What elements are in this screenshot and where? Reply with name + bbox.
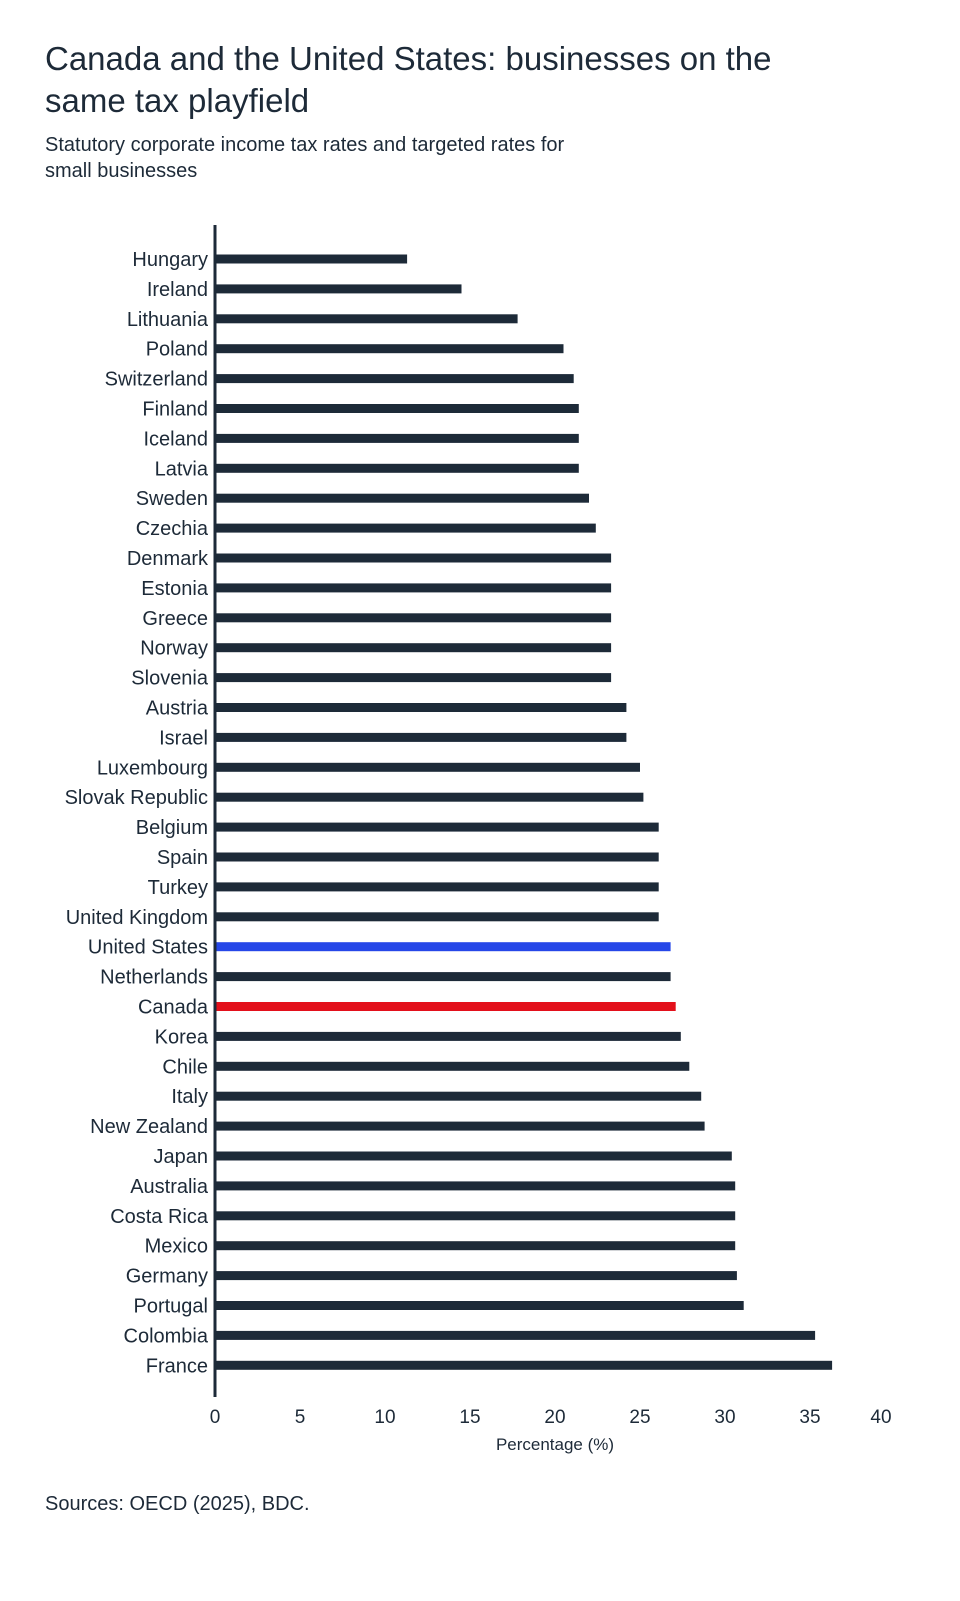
category-label: Greece (142, 608, 208, 630)
bar-czechia (215, 523, 596, 533)
category-label: Estonia (141, 578, 209, 600)
bar-mexico (215, 1241, 736, 1251)
category-label: Norway (140, 638, 208, 660)
x-tick-label: 40 (870, 1407, 891, 1428)
bar-spain (215, 852, 659, 862)
bar-switzerland (215, 374, 574, 384)
bar-japan (215, 1151, 732, 1161)
bar-finland (215, 404, 579, 413)
category-label: Sweden (136, 488, 208, 510)
bar-greece (215, 613, 612, 623)
category-label: Slovenia (131, 668, 209, 690)
bar-turkey (215, 882, 659, 892)
category-label: Denmark (127, 548, 209, 570)
bar-united-states (215, 942, 671, 952)
category-label: Chile (162, 1056, 208, 1078)
bar-korea (215, 1031, 681, 1041)
category-label: France (146, 1355, 208, 1377)
category-label: Spain (157, 847, 208, 869)
category-label: Hungary (132, 249, 208, 271)
bar-slovenia (215, 673, 612, 683)
bar-lithuania (215, 314, 518, 324)
bar-chile (215, 1061, 690, 1071)
bar-germany (215, 1271, 737, 1281)
bar-canada (215, 1002, 676, 1011)
category-label: Czechia (136, 518, 209, 540)
x-tick-label: 15 (459, 1407, 480, 1428)
category-label: Costa Rica (110, 1206, 209, 1228)
category-label: Lithuania (127, 309, 209, 331)
category-label: Mexico (145, 1236, 208, 1258)
bar-luxembourg (215, 762, 640, 772)
bar-hungary (215, 254, 408, 264)
bar-costa-rica (215, 1211, 736, 1221)
category-label: United States (88, 937, 208, 959)
category-label: Finland (142, 399, 208, 421)
category-label: United Kingdom (66, 907, 208, 929)
bar-poland (215, 344, 564, 354)
category-label: Iceland (144, 428, 209, 450)
x-tick-label: 10 (374, 1407, 395, 1428)
category-label: Germany (126, 1266, 208, 1288)
bar-belgium (215, 822, 659, 832)
x-tick-label: 0 (210, 1407, 221, 1428)
category-label: New Zealand (90, 1116, 208, 1138)
category-label: Turkey (148, 877, 208, 899)
bar-netherlands (215, 972, 671, 982)
category-label: Colombia (124, 1325, 209, 1347)
bar-austria (215, 703, 627, 712)
bar-new-zealand (215, 1121, 705, 1131)
category-label: Australia (130, 1176, 209, 1198)
bar-colombia (215, 1330, 816, 1340)
bar-sweden (215, 493, 589, 503)
x-tick-label: 5 (295, 1407, 306, 1428)
category-label: Luxembourg (97, 757, 208, 779)
category-label: Switzerland (105, 369, 208, 391)
category-label: Israel (159, 727, 208, 749)
category-label: Poland (146, 339, 208, 361)
bar-latvia (215, 463, 579, 473)
category-label: Japan (154, 1146, 209, 1168)
category-label: Latvia (155, 458, 209, 480)
bar-portugal (215, 1301, 744, 1310)
x-tick-label: 35 (799, 1407, 820, 1428)
category-label: Slovak Republic (65, 787, 208, 809)
category-label: Canada (138, 997, 209, 1019)
category-label: Italy (171, 1086, 208, 1108)
category-label: Ireland (147, 279, 208, 301)
bar-united-kingdom (215, 912, 659, 922)
bar-norway (215, 643, 612, 653)
category-label: Korea (155, 1026, 209, 1048)
category-label: Portugal (134, 1296, 209, 1318)
bar-italy (215, 1091, 702, 1101)
bar-denmark (215, 553, 612, 563)
chart-subtitle: Statutory corporate income tax rates and… (45, 134, 565, 182)
x-tick-label: 20 (544, 1407, 565, 1428)
category-label: Belgium (136, 817, 208, 839)
bar-australia (215, 1181, 736, 1191)
bar-israel (215, 732, 627, 742)
bar-iceland (215, 433, 579, 443)
category-label: Austria (146, 698, 209, 720)
x-tick-label: 25 (629, 1407, 650, 1428)
chart-title: Canada and the United States: businesses… (45, 40, 772, 119)
bar-slovak-republic (215, 792, 644, 802)
bar-ireland (215, 284, 462, 294)
source-note: Sources: OECD (2025), BDC. (45, 1493, 310, 1515)
bar-estonia (215, 583, 612, 593)
bar-france (215, 1360, 833, 1370)
category-label: Netherlands (100, 967, 208, 989)
x-tick-label: 30 (714, 1407, 735, 1428)
x-axis-label: Percentage (%) (496, 1435, 614, 1454)
